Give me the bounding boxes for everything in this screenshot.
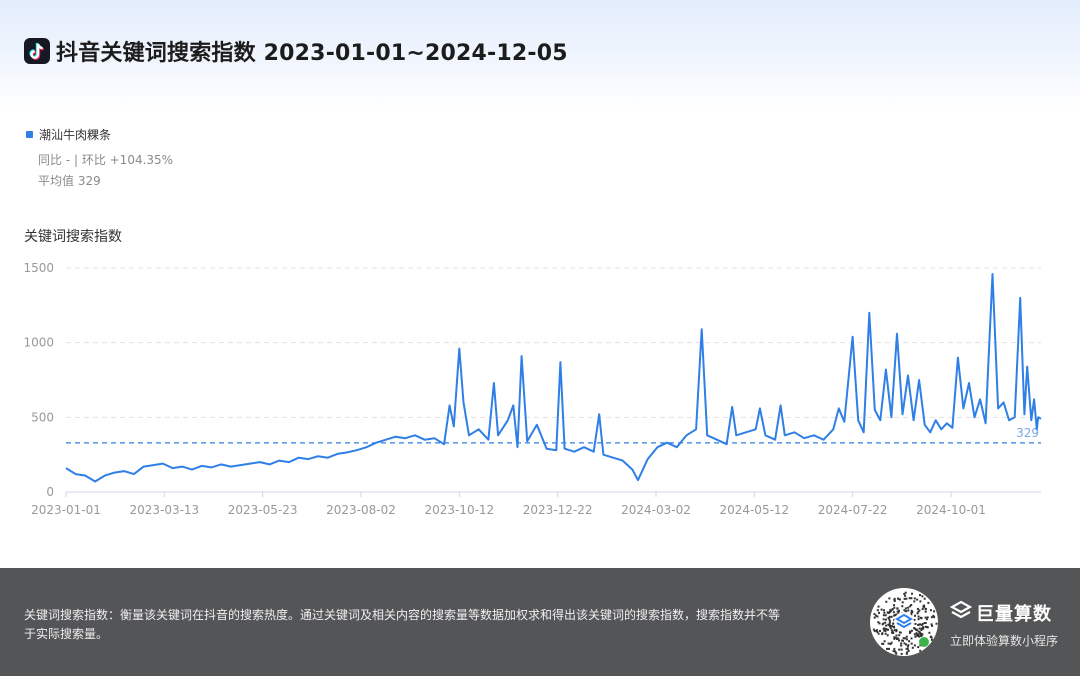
y-tick-label: 1000 [23, 336, 54, 350]
x-tick-label: 2023-05-23 [228, 503, 298, 517]
legend-swatch [26, 131, 33, 138]
page-title: 抖音关键词搜索指数 2023-01-01~2024-12-05 [56, 41, 568, 66]
average-line-label: 329 [1016, 426, 1039, 440]
x-tick-label: 2024-10-01 [916, 503, 986, 517]
x-tick-label: 2023-03-13 [129, 503, 199, 517]
y-tick-label: 500 [31, 410, 54, 424]
line-chart[interactable]: 0 500 1000 1500 2023-01-01 2023-03-13 2023-05-… [0, 250, 1080, 525]
x-tick-label: 2024-05-12 [719, 503, 789, 517]
y-axis-label: 关键词搜索指数 [24, 229, 122, 245]
x-tick-label: 2023-10-12 [424, 503, 494, 517]
series-line [65, 273, 1042, 483]
yoy-mom-stat: 同比 - | 环比 +104.35% [38, 153, 174, 167]
legend-series-name: 潮汕牛肉粿条 [39, 128, 112, 142]
footer-description: 关键词搜索指数：衡量该关键词在抖音的搜索热度。通过关键词及相关内容的搜索量等数据… [24, 608, 781, 641]
douyin-logo-icon [24, 38, 50, 64]
average-stat: 平均值 329 [38, 174, 101, 188]
footer: 关键词搜索指数：衡量该关键词在抖音的搜索热度。通过关键词及相关内容的搜索量等数据… [0, 568, 1080, 676]
x-tick-label: 2023-12-22 [523, 503, 593, 517]
x-tick-label: 2024-07-22 [818, 503, 888, 517]
legend[interactable]: 潮汕牛肉粿条 [26, 126, 111, 143]
juliang-logo-icon [949, 600, 973, 626]
y-tick-label: 0 [46, 485, 54, 499]
mini-program-qr-icon[interactable] [870, 588, 938, 656]
x-tick-label: 2023-08-02 [326, 503, 396, 517]
x-tick-label: 2023-01-01 [31, 503, 101, 517]
x-tick-label: 2024-03-02 [621, 503, 691, 517]
header-band: 抖音关键词搜索指数 2023-01-01~2024-12-05 [0, 0, 1080, 110]
brand: 巨量算数 [949, 600, 1052, 626]
y-tick-label: 1500 [23, 261, 54, 275]
title-row: 抖音关键词搜索指数 2023-01-01~2024-12-05 [24, 36, 568, 66]
brand-name: 巨量算数 [976, 604, 1052, 625]
brand-subtitle: 立即体验算数小程序 [950, 634, 1059, 648]
